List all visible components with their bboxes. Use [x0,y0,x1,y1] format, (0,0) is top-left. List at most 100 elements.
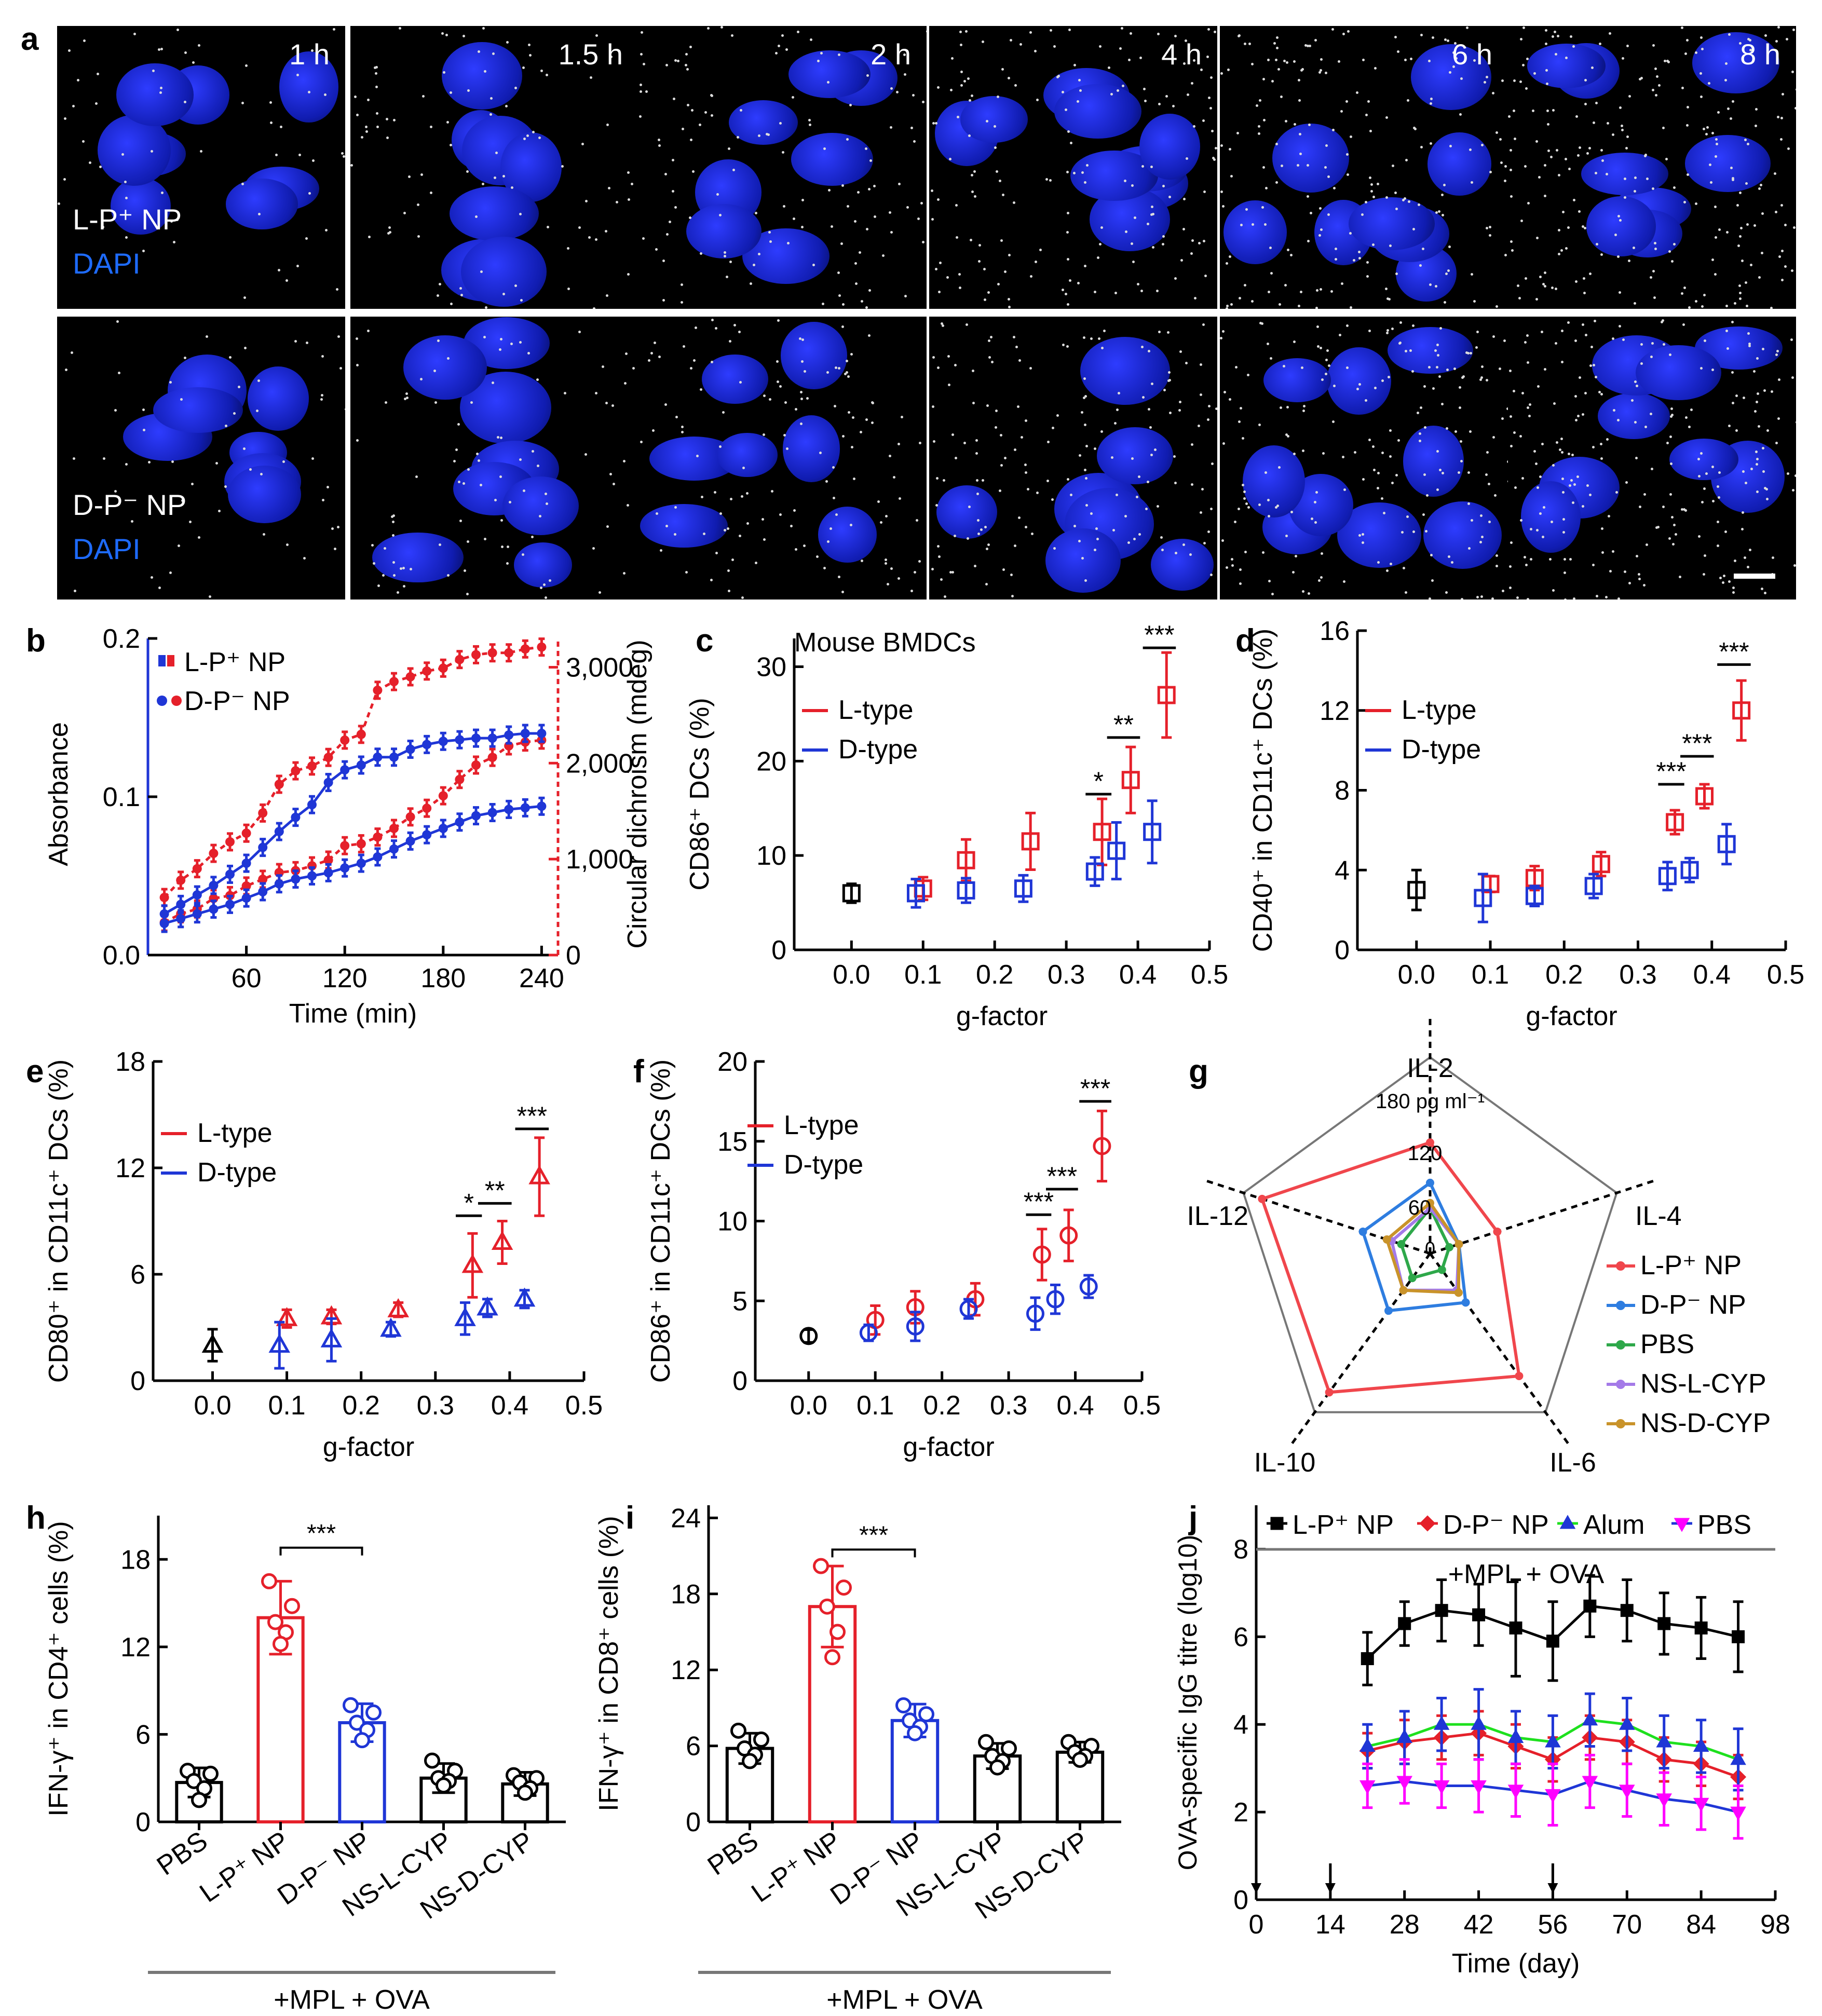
y-axis-title: IFN-γ⁺ in CD8⁺ cells (%) [594,1516,624,1811]
particle-dot [1174,34,1177,37]
particle-dot [1781,93,1784,96]
particle-dot [355,337,358,340]
particle-dot [1388,376,1391,379]
particle-dot [1366,275,1369,278]
particle-dot [1484,80,1487,84]
particle-dot [467,89,470,92]
radar-point [1437,1265,1446,1274]
radar-series [1399,1205,1451,1280]
particle-dot [1633,190,1636,193]
particle-dot [1261,322,1264,325]
x-tick-label: 0.1 [268,1391,305,1421]
particle-dot [538,515,541,518]
particle-dot [354,95,357,98]
particle-dot [237,386,240,389]
particle-dot [1526,58,1529,61]
particle-dot [1419,432,1422,435]
particle-dot [303,556,306,560]
particle-dot [794,408,797,411]
particle-dot [1717,496,1720,499]
particle-dot [1701,305,1704,308]
x-tick-label: 0.1 [1472,960,1509,990]
particle-dot [1315,289,1318,292]
data-marker [1584,877,1603,895]
particle-dot [1302,590,1305,593]
particle-dot [1675,533,1678,536]
particle-dot [398,26,401,30]
particle-dot [1742,470,1745,473]
particle-dot [476,453,479,456]
particle-dot [1008,305,1011,308]
particle-dot [1286,406,1289,409]
particle-dot [453,460,456,463]
particle-dot [1083,424,1086,427]
micrograph-tile: 4 h [929,26,1217,309]
data-point [343,1697,359,1713]
nucleus-blob [442,42,522,110]
particle-dot [800,390,803,393]
particle-dot [982,479,985,482]
data-point [389,824,399,833]
particle-dot [604,230,607,233]
particle-dot [1519,435,1522,438]
particle-dot [1664,60,1667,63]
y-tick-label: 10 [756,841,786,871]
particle-dot [1407,200,1410,203]
radar-ring-label: 60 [1408,1196,1432,1219]
particle-dot [1671,516,1674,519]
particle-dot [1600,392,1603,396]
nucleus-blob [1427,132,1492,196]
particle-dot [540,69,543,72]
legend-swatch [158,655,166,666]
particle-dot [1391,482,1394,485]
particle-dot [1309,211,1312,214]
radar-point [1399,1286,1408,1295]
particle-dot [1625,147,1628,150]
legend-label: Alum [1583,1510,1644,1540]
particle-dot [1745,482,1748,485]
particle-dot [1669,493,1672,496]
data-marker [1433,1715,1450,1730]
panel-letter-j: j [1188,1500,1198,1536]
particle-dot [1730,117,1733,120]
particle-dot [1191,443,1194,446]
nucleus-blob [1243,445,1305,518]
particle-dot [1264,187,1268,190]
particle-dot [1066,170,1069,173]
y-axis-title: CD86⁺ DCs (%) [685,698,715,890]
particle-dot [1296,164,1299,167]
particle-dot [1569,557,1572,561]
particle-dot [1316,345,1320,348]
particle-dot [1240,224,1243,227]
significance-bar [831,1548,916,1558]
nucleus-blob [1223,200,1287,264]
particle-dot [640,440,643,443]
particle-dot [890,567,893,570]
particle-dot [480,270,483,273]
y-tick-label: 4 [1335,855,1350,886]
data-marker [1474,889,1492,907]
particle-dot [1467,351,1470,355]
particle-dot [1438,375,1442,378]
particle-dot [1690,408,1693,412]
particle-dot [763,538,766,541]
particle-dot [1097,256,1100,259]
particle-dot [1739,191,1742,194]
particle-dot [823,566,826,569]
data-point [520,803,530,813]
data-point [241,828,251,838]
particle-dot [835,513,838,516]
particle-dot [1619,219,1622,222]
y-tick-label: 10 [717,1207,747,1237]
particle-dot [1440,194,1444,197]
particle-dot [482,182,485,185]
particle-dot [817,60,820,63]
particle-dot [825,480,828,483]
particle-dot [296,73,299,76]
data-point [356,729,366,739]
particle-dot [1311,517,1314,521]
particle-dot [658,138,660,141]
particle-dot [1718,471,1721,474]
particle-dot [1654,248,1657,251]
particle-dot [506,562,509,565]
